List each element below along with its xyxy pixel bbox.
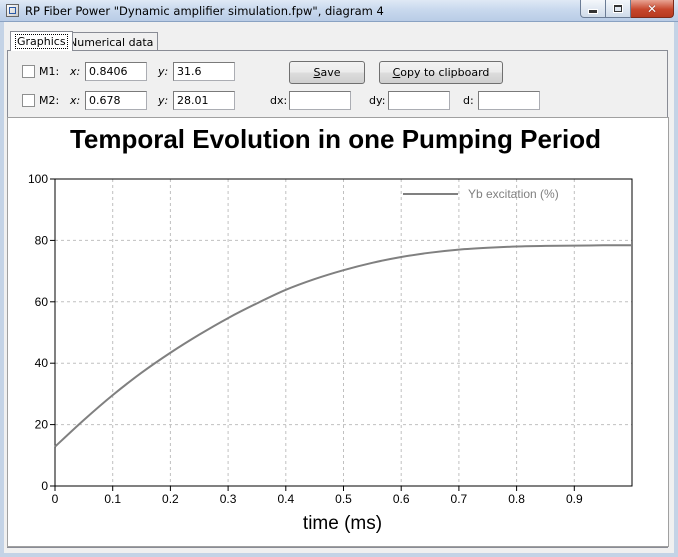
app-icon[interactable]	[6, 4, 19, 17]
m1-checkbox[interactable]	[22, 65, 35, 78]
tab-numerical-data[interactable]: Numerical data	[64, 32, 159, 51]
series-line	[54, 244, 633, 448]
m2-x-field[interactable]	[85, 91, 147, 110]
dy-label: dy:	[369, 94, 386, 107]
minimize-icon	[588, 9, 598, 14]
legend-label: Yb excitation (%)	[468, 187, 559, 201]
m1-x-label: x:	[70, 65, 81, 78]
x-axis-label: time (ms)	[303, 513, 382, 534]
chart-svg[interactable]: Temporal Evolution in one Pumping Period…	[8, 118, 668, 546]
save-button-label: Save	[313, 66, 341, 79]
copy-button-label: Copy to clipboard	[392, 66, 490, 79]
m2-label: M2:	[39, 94, 60, 107]
window-title: RP Fiber Power "Dynamic amplifier simula…	[25, 4, 384, 18]
d-label: d:	[463, 94, 474, 107]
m2-y-field[interactable]	[173, 91, 235, 110]
close-icon: ✕	[646, 1, 658, 16]
maximize-icon	[613, 4, 623, 13]
y-tick-label: 60	[35, 295, 49, 309]
dx-field[interactable]	[289, 91, 351, 110]
x-tick-label: 0.4	[277, 492, 294, 506]
window-controls: ✕	[580, 0, 674, 19]
tab-numerical-data-label: Numerical data	[69, 36, 154, 49]
save-button[interactable]: Save	[289, 61, 365, 84]
tab-graphics[interactable]: Graphics	[10, 31, 73, 51]
x-tick-label: 0.9	[566, 492, 583, 506]
x-tick-label: 0.5	[335, 492, 352, 506]
x-tick-label: 0	[52, 492, 59, 506]
plot-panel[interactable]: Temporal Evolution in one Pumping Period…	[7, 117, 669, 547]
m2-x-label: x:	[70, 94, 81, 107]
y-tick-label: 20	[35, 418, 49, 432]
x-tick-label: 0.7	[451, 492, 468, 506]
m2-checkbox[interactable]	[22, 94, 35, 107]
m2-y-label: y:	[158, 94, 169, 107]
y-tick-label: 0	[41, 479, 48, 493]
m1-label: M1:	[39, 65, 60, 78]
dy-field[interactable]	[388, 91, 450, 110]
chart-title: Temporal Evolution in one Pumping Period	[70, 124, 601, 154]
copy-to-clipboard-button[interactable]: Copy to clipboard	[379, 61, 503, 84]
y-tick-label: 40	[35, 356, 49, 370]
m1-x-field[interactable]	[85, 62, 147, 81]
x-tick-label: 0.3	[220, 492, 237, 506]
d-field[interactable]	[478, 91, 540, 110]
m1-y-label: y:	[158, 65, 169, 78]
dx-label: dx:	[270, 94, 288, 107]
x-tick-label: 0.8	[508, 492, 525, 506]
title-bar[interactable]: RP Fiber Power "Dynamic amplifier simula…	[0, 0, 678, 22]
x-tick-label: 0.1	[104, 492, 121, 506]
close-button[interactable]: ✕	[631, 0, 674, 18]
y-tick-label: 80	[35, 233, 49, 247]
tab-graphics-label: Graphics	[15, 34, 68, 49]
x-tick-label: 0.6	[393, 492, 410, 506]
maximize-button[interactable]	[606, 0, 631, 18]
m1-y-field[interactable]	[173, 62, 235, 81]
minimize-button[interactable]	[580, 0, 606, 18]
x-tick-label: 0.2	[162, 492, 179, 506]
y-tick-label: 100	[28, 172, 48, 186]
